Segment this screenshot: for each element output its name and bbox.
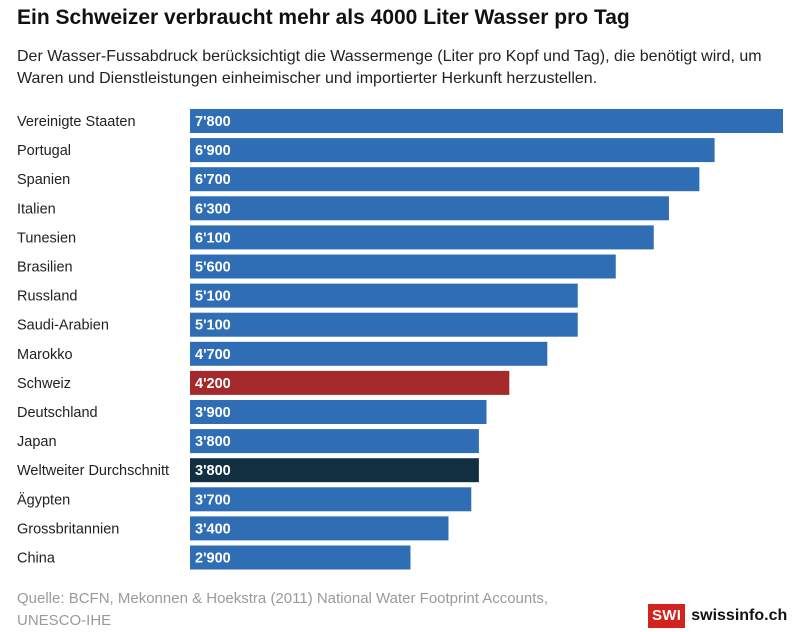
category-label-russland: Russland: [17, 289, 77, 305]
value-label-russland: 5'100: [195, 289, 231, 305]
bar-schweiz[interactable]: [190, 370, 510, 395]
value-label-vereinigte-staaten: 7'800: [195, 114, 231, 130]
category-label-portugal: Portugal: [17, 143, 71, 159]
value-label-tunesien: 6'100: [195, 230, 231, 246]
value-label-deutschland: 3'900: [195, 405, 231, 421]
bar-saudi-arabien[interactable]: [190, 312, 578, 337]
chart-title: Ein Schweizer verbraucht mehr als 4000 L…: [17, 6, 630, 29]
bar-tunesien[interactable]: [190, 225, 654, 250]
bar-agypten[interactable]: [190, 487, 472, 512]
category-label-marokko: Marokko: [17, 347, 73, 363]
value-label-portugal: 6'900: [195, 143, 231, 159]
value-label-agypten: 3'700: [195, 492, 231, 508]
bar-russland[interactable]: [190, 283, 578, 308]
value-label-spanien: 6'700: [195, 172, 231, 188]
category-label-brasilien: Brasilien: [17, 260, 73, 276]
bar-italien[interactable]: [190, 196, 669, 221]
bar-grossbritannien[interactable]: [190, 516, 449, 541]
chart-subtitle: Der Wasser-Fussabdruck berücksichtigt di…: [17, 48, 762, 87]
category-label-agypten: Ägypten: [17, 491, 70, 508]
category-label-schweiz: Schweiz: [17, 376, 71, 392]
category-label-italien: Italien: [17, 201, 56, 217]
bar-japan[interactable]: [190, 429, 479, 454]
category-label-deutschland: Deutschland: [17, 405, 98, 421]
category-label-saudi-arabien: Saudi-Arabien: [17, 318, 109, 334]
category-label-china: China: [17, 551, 56, 567]
value-label-weltweiter-durchschnitt: 3'800: [195, 463, 231, 479]
value-label-marokko: 4'700: [195, 347, 231, 363]
bar-vereinigte-staaten[interactable]: [190, 109, 783, 133]
bar-spanien[interactable]: [190, 167, 700, 192]
value-label-china: 2'900: [195, 551, 231, 567]
bar-china[interactable]: [190, 545, 411, 570]
value-label-grossbritannien: 3'400: [195, 521, 231, 537]
category-label-grossbritannien: Grossbritannien: [17, 521, 119, 537]
bar-marokko[interactable]: [190, 341, 548, 366]
swissinfo-logo-text: swissinfo.ch: [691, 607, 788, 624]
value-label-brasilien: 5'600: [195, 260, 231, 276]
bar-deutschland[interactable]: [190, 400, 487, 424]
value-label-saudi-arabien: 5'100: [195, 318, 231, 334]
category-label-japan: Japan: [17, 434, 57, 450]
category-label-spanien: Spanien: [17, 172, 70, 188]
category-label-weltweiter-durchschnitt: Weltweiter Durchschnitt: [17, 463, 169, 479]
bar-brasilien[interactable]: [190, 254, 616, 279]
bar-portugal[interactable]: [190, 138, 715, 163]
swi-logo-box: SWI: [648, 604, 686, 628]
value-label-italien: 6'300: [195, 201, 231, 217]
bar-chart: Vereinigte Staaten 7'800 Portugal 6'900 Span…: [17, 109, 783, 570]
category-label-tunesien: Tunesien: [17, 230, 76, 246]
bar-weltweiter-durchschnitt[interactable]: [190, 458, 479, 483]
value-label-japan: 3'800: [195, 434, 231, 450]
source-note: Quelle: BCFN, Mekonnen & Hoekstra (2011)…: [17, 590, 549, 629]
swissinfo-logo[interactable]: SWI swissinfo.ch: [648, 603, 787, 629]
value-label-schweiz: 4'200: [195, 376, 231, 392]
category-label-vereinigte-staaten: Vereinigte Staaten: [17, 114, 136, 130]
